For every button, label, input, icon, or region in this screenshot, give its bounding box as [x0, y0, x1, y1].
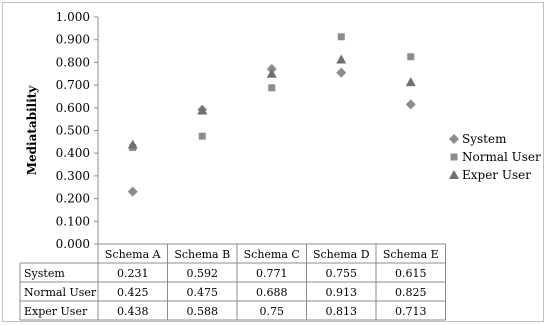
category-label: Schema E [383, 248, 439, 261]
legend-entry-normal-user: Normal User [462, 150, 541, 164]
table-cell: 0.75 [260, 305, 285, 318]
category-label: Schema C [244, 248, 300, 261]
table-row-header: Normal User [24, 286, 97, 299]
y-tick-label: 0.100 [56, 214, 90, 228]
normal-user-point [268, 84, 276, 92]
table-cell: 0.592 [187, 267, 219, 280]
legend-marker-normal-user [450, 153, 458, 161]
normal-user-point [198, 132, 206, 140]
y-tick-label: 1.000 [56, 10, 90, 24]
exper-user-point [336, 54, 347, 64]
table-cell: 0.475 [187, 286, 219, 299]
y-axis-ticks: 0.000 0.100 0.200 0.300 0.400 0.500 0.600 0.700… [56, 10, 98, 251]
table-cell: 0.688 [256, 286, 288, 299]
table-cell: 0.913 [326, 286, 358, 299]
normal-user-point [337, 33, 345, 41]
category-label: Schema B [174, 248, 230, 261]
legend-entry-exper-user: Exper User [462, 168, 531, 182]
legend-marker-system [449, 134, 459, 144]
table-row-header: System [24, 267, 65, 280]
table-cell: 0.425 [117, 286, 149, 299]
exper-user-point [127, 139, 138, 149]
y-axis-label: Mediatability [25, 85, 39, 176]
exper-user-point [266, 68, 277, 78]
y-tick-label: 0.000 [56, 237, 90, 251]
chart-frame [2, 2, 544, 322]
system-point [127, 186, 138, 197]
legend-entry-system: System [462, 132, 507, 146]
table-cell: 0.771 [256, 267, 288, 280]
table-cell: 0.588 [187, 305, 219, 318]
chart-marks [127, 33, 416, 197]
category-label: Schema D [313, 248, 370, 261]
system-point [336, 67, 347, 78]
table-cell: 0.825 [395, 286, 427, 299]
legend: System Normal User Exper User [449, 132, 541, 182]
table-cell: 0.231 [117, 267, 149, 280]
y-tick-label: 0.900 [56, 33, 90, 47]
exper-user-point [197, 105, 208, 115]
table-cell: 0.615 [395, 267, 427, 280]
y-tick-label: 0.400 [56, 146, 90, 160]
data-table: Schema A Schema B Schema C Schema D Schema E… [19, 243, 446, 321]
system-point [405, 99, 416, 110]
table-cell: 0.438 [117, 305, 149, 318]
category-label: Schema A [105, 248, 162, 261]
y-tick-label: 0.600 [56, 101, 90, 115]
table-cell: 0.755 [326, 267, 358, 280]
table-cell: 0.713 [395, 305, 427, 318]
legend-marker-exper-user [449, 170, 459, 179]
table-cell: 0.813 [326, 305, 358, 318]
normal-user-point [407, 53, 415, 61]
y-tick-label: 0.300 [56, 169, 90, 183]
y-tick-label: 0.200 [56, 192, 90, 206]
y-tick-label: 0.700 [56, 78, 90, 92]
exper-user-point [405, 77, 416, 87]
table-row-header: Exper User [24, 305, 88, 318]
y-tick-label: 0.800 [56, 55, 90, 69]
y-tick-label: 0.500 [56, 124, 90, 138]
